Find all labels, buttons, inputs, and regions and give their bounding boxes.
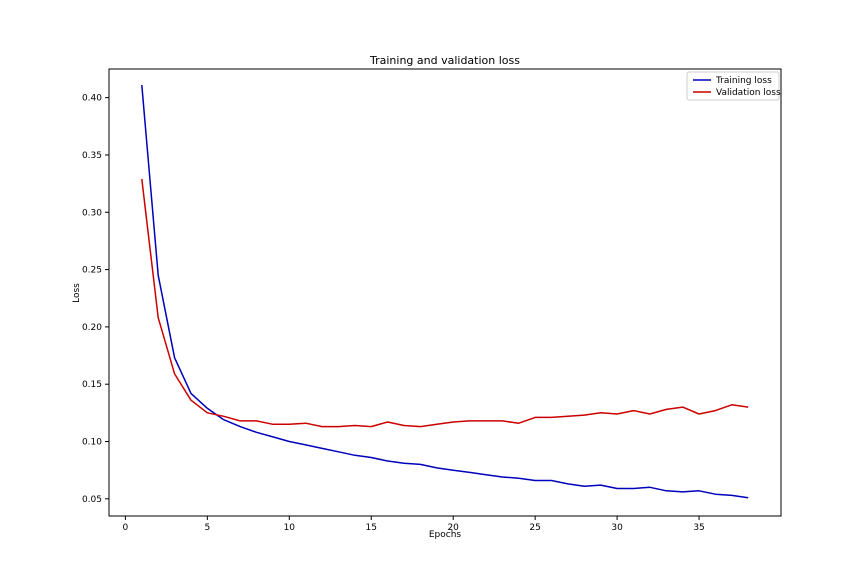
y-tick-label: 0.10 <box>82 438 102 448</box>
x-tick-label: 5 <box>204 523 210 533</box>
plot-area: 0 5 10 15 20 25 30 35 0.050.100.150.200.250.300… <box>82 68 782 533</box>
y-tick-label: 0.40 <box>82 94 102 104</box>
y-axis-label: Loss <box>72 283 82 303</box>
x-tick-label: 30 <box>611 523 623 533</box>
x-axis-label: Epochs <box>429 530 462 540</box>
series-line-validation-loss <box>141 178 749 428</box>
x-tick-label: 10 <box>284 523 296 533</box>
y-tick-label: 0.05 <box>82 495 102 505</box>
x-tick-label: 15 <box>366 523 377 533</box>
legend: Training loss Validation loss <box>686 71 781 101</box>
series-lines <box>141 84 749 499</box>
series-line-training-loss <box>141 84 749 499</box>
x-axis: 0 5 10 15 20 25 30 35 <box>123 516 705 533</box>
legend-label-validation: Validation loss <box>716 88 781 98</box>
y-tick-label: 0.30 <box>82 208 102 218</box>
chart-title: Training and validation loss <box>369 54 520 67</box>
y-tick-label: 0.15 <box>82 380 102 390</box>
y-axis: 0.05 0.10 0.15 0.20 0.25 0.30 0.35 0.40 <box>82 94 109 505</box>
x-tick-label: 35 <box>693 523 704 533</box>
x-tick-label: 25 <box>529 523 540 533</box>
y-tick-label: 0.35 <box>82 151 102 161</box>
legend-label-training: Training loss <box>715 76 772 86</box>
plot-frame <box>108 68 782 517</box>
x-tick-label: 20 <box>447 523 459 533</box>
y-tick-label: 0.20 <box>82 323 102 333</box>
x-tick-label: 0 <box>123 523 129 533</box>
legend-box <box>686 71 780 101</box>
y-tick-label: 0.25 <box>82 266 102 276</box>
